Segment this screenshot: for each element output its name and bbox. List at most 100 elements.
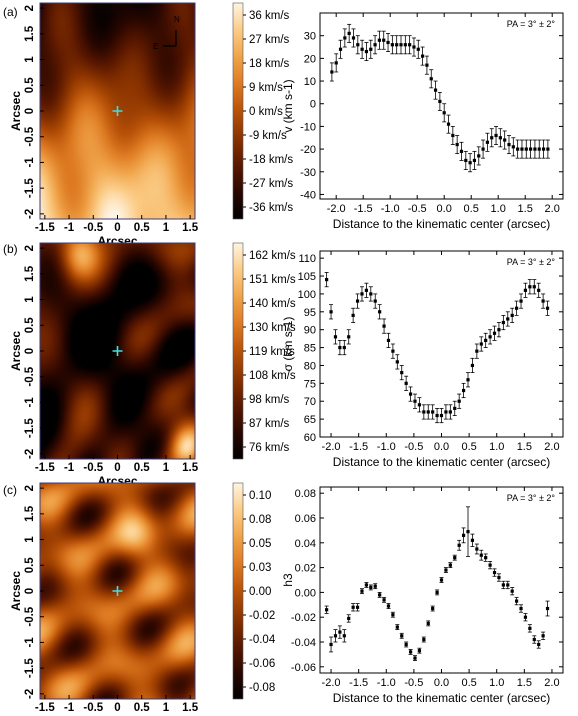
compass-east-label: E — [153, 42, 158, 51]
x-tick-label: 0.5 — [134, 702, 151, 714]
data-point — [422, 410, 426, 414]
y-tick-label: 85 — [304, 343, 316, 355]
y-tick-label: 20 — [304, 53, 316, 65]
data-point — [481, 147, 485, 151]
data-point — [492, 331, 497, 335]
data-point — [472, 158, 477, 163]
data-point — [439, 413, 444, 418]
colorbar-tick-label: 0.00 — [249, 586, 271, 598]
x-tick-label: 0.5 — [134, 222, 151, 234]
y-tick-label: 95 — [304, 307, 316, 319]
data-point — [364, 288, 368, 292]
x-tick-label: 1.0 — [489, 441, 504, 453]
data-point — [533, 147, 537, 151]
pa-annotation: PA = 3° ± 2° — [507, 19, 556, 29]
data-point — [334, 61, 338, 65]
data-point — [470, 538, 475, 542]
data-point — [529, 147, 533, 151]
x-tick-label: 1.5 — [182, 462, 199, 474]
data-point — [510, 313, 514, 317]
data-point — [435, 590, 439, 594]
colorbar-tick-label: 119 km/s — [249, 346, 295, 358]
data-point — [506, 317, 510, 321]
x-tick-label: 2.0 — [545, 203, 560, 215]
colorbar-tick-label: -0.02 — [249, 610, 275, 622]
colorbar-tick-label: -0.04 — [249, 634, 276, 646]
x-tick-label: -1.0 — [381, 203, 400, 215]
kinematic-center-cross — [112, 586, 123, 596]
data-point — [421, 54, 425, 58]
y-tick-label: -1 — [24, 637, 36, 648]
data-point — [342, 345, 346, 350]
data-point — [545, 306, 550, 310]
data-point — [416, 47, 420, 51]
colorbar-tick-label: -36 km/s — [249, 202, 293, 214]
colorbar-tick-label: 87 km/s — [249, 418, 290, 430]
data-point — [333, 335, 338, 339]
data-point — [523, 288, 528, 292]
data-point — [329, 310, 333, 314]
data-point — [395, 625, 399, 629]
x-tick-label: 0.5 — [461, 677, 476, 689]
data-point — [545, 606, 550, 611]
colorbar-tick-label: -27 km/s — [249, 178, 293, 190]
x-tick-label: -1.5 — [35, 702, 55, 714]
y-tick-label: 10 — [304, 76, 316, 88]
data-point — [373, 43, 377, 47]
y-axis-label: v (km s-1) — [281, 79, 295, 132]
data-point — [442, 111, 446, 115]
y-tick-label: -1 — [24, 157, 36, 168]
colorbar-tick-label: 98 km/s — [249, 394, 290, 406]
x-tick-label: -1 — [64, 462, 75, 474]
data-point — [503, 138, 507, 142]
pa-annotation: PA = 3° ± 2° — [507, 493, 556, 503]
data-point — [403, 43, 407, 47]
x-tick-label: 0.5 — [464, 203, 479, 215]
x-tick-label: 1.0 — [489, 677, 504, 689]
x-tick-label: 1 — [163, 462, 170, 474]
x-tick-label: 1.5 — [182, 702, 199, 714]
data-point — [448, 410, 452, 414]
colorbar-tick-label: 162 km/s — [249, 250, 296, 262]
data-point — [468, 161, 472, 165]
data-point — [457, 399, 461, 403]
profile-panel-c: -2.0 -1.5 -1.0 -0.5 0.0 0.5 1.0 1.5 2.0 0.08 0.06 0… — [281, 486, 564, 705]
data-point — [444, 410, 448, 414]
y-tick-label: -10 — [300, 121, 316, 133]
data-point — [492, 570, 497, 575]
x-tick-label: 0.5 — [461, 441, 476, 453]
data-point — [484, 338, 488, 343]
x-tick-label: -2.0 — [322, 677, 341, 689]
x-tick-label: 0 — [114, 702, 120, 714]
x-tick-label: -1.0 — [377, 677, 396, 689]
x-tick-label: -1.5 — [349, 441, 368, 453]
x-tick-label: -1.5 — [35, 222, 55, 234]
data-point — [488, 335, 492, 339]
data-point — [439, 578, 444, 582]
y-tick-label: -0.06 — [291, 662, 316, 674]
profile-panel-a: -2.0 -1.5 -1.0 -0.5 0.0 0.5 1.0 1.5 2.0 30 20 10 0 -1… — [281, 12, 564, 231]
colorbar-tick-label: 36 km/s — [249, 10, 290, 22]
data-point — [391, 349, 395, 353]
y-tick-label: 100 — [298, 289, 316, 301]
plot-frame — [319, 12, 564, 200]
data-point — [386, 604, 391, 608]
data-point — [404, 381, 408, 385]
y-tick-label: 1.5 — [24, 25, 36, 42]
y-tick-label: 1 — [24, 296, 36, 303]
x-tick-label: 0.0 — [437, 203, 452, 215]
data-point — [426, 410, 430, 414]
data-point — [501, 320, 505, 325]
data-point — [356, 43, 360, 47]
data-point — [360, 589, 364, 593]
data-point — [453, 406, 457, 410]
data-point — [528, 285, 532, 289]
data-point — [431, 410, 435, 414]
x-axis-label: Arcsec — [97, 714, 137, 716]
y-tick-label: 0.00 — [295, 587, 316, 599]
data-point — [435, 413, 439, 418]
y-tick-label: 105 — [298, 271, 316, 283]
data-point — [338, 630, 342, 634]
x-tick-label: 0.0 — [434, 441, 449, 453]
